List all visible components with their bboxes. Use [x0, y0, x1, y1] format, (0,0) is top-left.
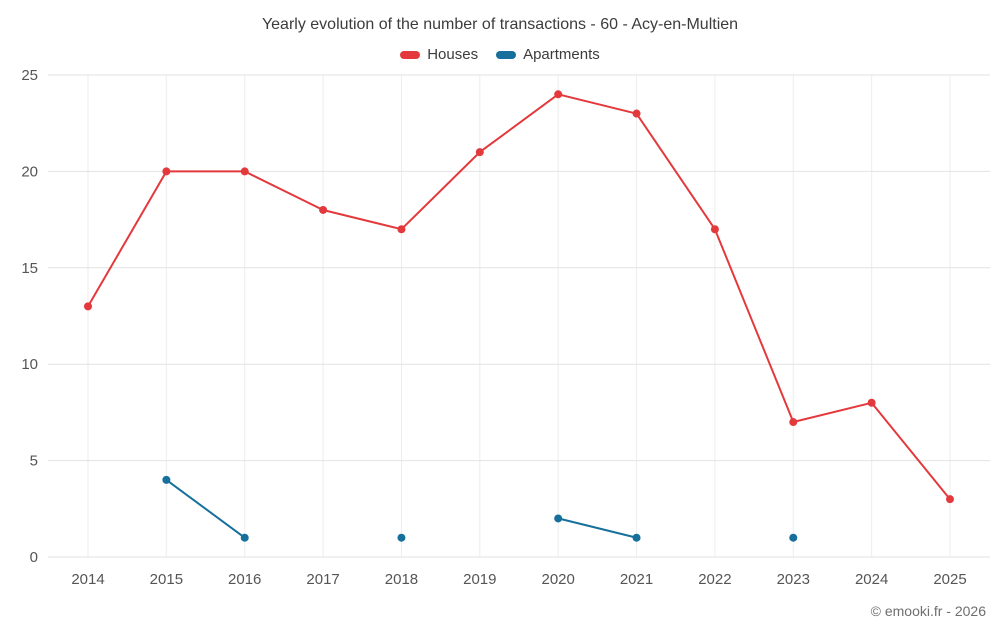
svg-text:2021: 2021 — [620, 571, 653, 588]
svg-text:2019: 2019 — [463, 571, 496, 588]
svg-text:2018: 2018 — [385, 571, 418, 588]
svg-text:2022: 2022 — [698, 571, 731, 588]
svg-text:10: 10 — [21, 356, 38, 373]
svg-text:2020: 2020 — [541, 571, 574, 588]
svg-text:25: 25 — [21, 67, 38, 84]
svg-text:2025: 2025 — [933, 571, 966, 588]
svg-text:15: 15 — [21, 260, 38, 277]
svg-text:2024: 2024 — [855, 571, 888, 588]
svg-text:20: 20 — [21, 163, 38, 180]
svg-text:2015: 2015 — [150, 571, 183, 588]
apartments-swatch-icon — [496, 50, 517, 59]
legend-item-houses[interactable]: Houses — [400, 46, 478, 63]
svg-text:2016: 2016 — [228, 571, 261, 588]
svg-text:0: 0 — [30, 549, 38, 566]
svg-text:2023: 2023 — [777, 571, 810, 588]
legend-label-houses: Houses — [427, 46, 479, 63]
chart-legend: Houses Apartments — [0, 46, 1000, 63]
svg-text:5: 5 — [30, 453, 38, 470]
houses-swatch-icon — [400, 50, 421, 59]
svg-text:2017: 2017 — [306, 571, 339, 588]
legend-label-apartments: Apartments — [523, 46, 600, 63]
copyright-text: © emooki.fr - 2026 — [870, 603, 986, 619]
legend-item-apartments[interactable]: Apartments — [496, 46, 600, 63]
svg-text:2014: 2014 — [71, 571, 104, 588]
chart-title: Yearly evolution of the number of transa… — [261, 16, 739, 33]
